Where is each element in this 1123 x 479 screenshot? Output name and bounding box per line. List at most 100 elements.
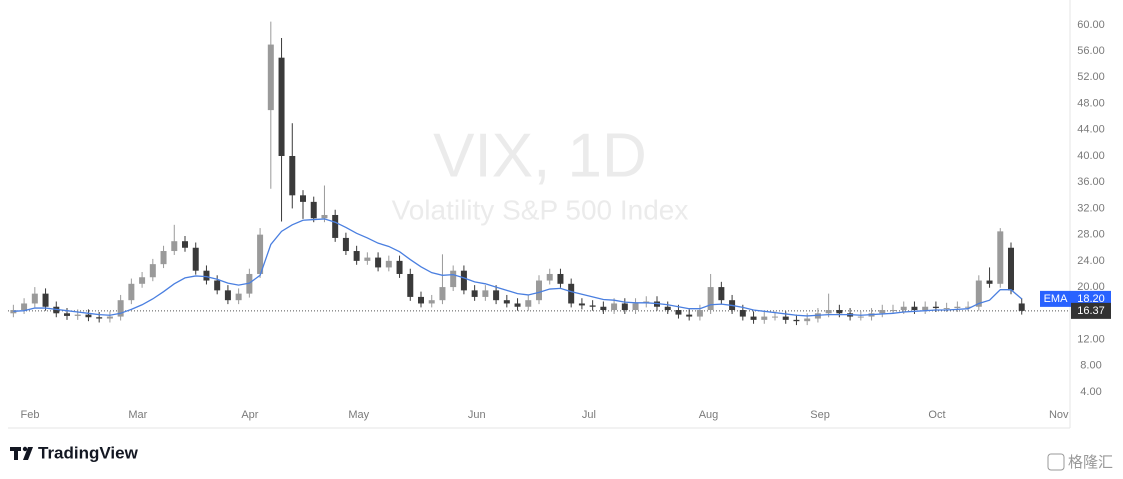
price-label: 16.37 (1077, 305, 1105, 317)
candle-body (10, 310, 17, 314)
candle-body (814, 313, 821, 319)
candle-body (761, 316, 768, 320)
brand-logo: TradingView (10, 443, 139, 462)
ema-name-box (1040, 290, 1071, 307)
y-tick-label: 12.00 (1077, 333, 1105, 345)
candle-body (332, 214, 339, 238)
candle-body (1018, 303, 1025, 311)
candle-body (997, 231, 1004, 284)
candle-body (686, 314, 693, 317)
candle-body (1008, 247, 1014, 291)
candle-body (503, 300, 510, 304)
candle-body (557, 273, 564, 284)
candle-body (171, 241, 178, 252)
candle-body (589, 305, 596, 307)
candle-body (696, 310, 703, 317)
candle-body (139, 277, 146, 284)
candle-body (954, 306, 961, 309)
candle-body (182, 241, 188, 248)
candle-body (117, 300, 124, 317)
candle-body (149, 264, 156, 278)
candle-body (632, 303, 639, 311)
candle-body (235, 293, 242, 301)
y-tick-label: 20.00 (1077, 281, 1105, 293)
x-tick-label: Oct (928, 409, 945, 421)
y-tick-label: 48.00 (1077, 97, 1105, 109)
candle-body (21, 303, 28, 311)
brand-name: TradingView (38, 443, 139, 462)
candle-body (890, 310, 896, 312)
y-tick-label: 32.00 (1077, 202, 1105, 214)
candle-body (825, 310, 832, 314)
y-tick-label: 52.00 (1077, 71, 1105, 83)
candle-body (654, 301, 660, 307)
candle-body (836, 310, 843, 314)
y-tick-label: 28.00 (1077, 229, 1105, 241)
candle-body (289, 155, 296, 196)
candle-body (879, 310, 886, 314)
candle-body (385, 260, 392, 268)
candle-body (611, 303, 618, 311)
candle-body (664, 306, 671, 311)
candle-body (621, 303, 628, 311)
candle-body (986, 280, 993, 284)
y-tick-label: 4.00 (1080, 386, 1101, 398)
y-tick-label: 44.00 (1077, 124, 1105, 136)
candle-body (64, 313, 70, 316)
candle-body (718, 287, 725, 301)
candle-body (675, 310, 682, 315)
x-tick-label: Mar (128, 409, 147, 421)
watermark-title: VIX, 1D (433, 121, 647, 190)
candle-body (493, 290, 500, 301)
candle-body (804, 318, 811, 322)
candle-body (418, 296, 424, 304)
x-tick-label: Nov (1049, 409, 1069, 421)
candle-body (428, 300, 435, 304)
candle-body (85, 314, 92, 318)
candle-body (900, 306, 907, 311)
candle-body (932, 306, 939, 309)
candle-body (911, 306, 918, 311)
candle-body (74, 314, 81, 316)
candle-body (407, 273, 414, 297)
candle-body (257, 234, 264, 274)
candle-body (782, 316, 789, 320)
candle-body (546, 273, 553, 281)
x-tick-label: Feb (21, 409, 40, 421)
ema-value-label: 18.20 (1077, 293, 1105, 305)
y-tick-label: 56.00 (1077, 45, 1105, 57)
candle-body (278, 57, 285, 156)
candle-body (739, 310, 746, 317)
candle-body (707, 287, 714, 311)
candle-body (267, 44, 274, 111)
y-tick-label: 8.00 (1080, 360, 1101, 372)
logo-shape (23, 447, 33, 460)
candle-body (578, 303, 585, 306)
candle-body (224, 290, 231, 301)
x-tick-label: Aug (699, 409, 719, 421)
candle-body (514, 303, 521, 307)
candle-body (536, 280, 542, 301)
logo-shape (22, 446, 28, 452)
watermark-subtitle: Volatility S&P 500 Index (392, 194, 689, 225)
candle-body (342, 237, 349, 252)
candle-body (364, 257, 371, 261)
candle-body (310, 201, 317, 219)
candle-body (375, 257, 382, 268)
candle-body (482, 290, 489, 297)
y-tick-label: 60.00 (1077, 19, 1105, 31)
candle-body (203, 270, 210, 281)
ema-name: EMA (1044, 293, 1069, 305)
candle-body (321, 214, 328, 219)
candle-body (471, 290, 478, 297)
candle-body (300, 195, 306, 202)
ema-line (13, 218, 1023, 317)
logo-shape (14, 447, 18, 460)
candle-body (568, 283, 575, 304)
candle-body (96, 317, 103, 319)
candle-body (106, 316, 113, 319)
candle-body (128, 283, 135, 301)
y-tick-label: 40.00 (1077, 150, 1105, 162)
